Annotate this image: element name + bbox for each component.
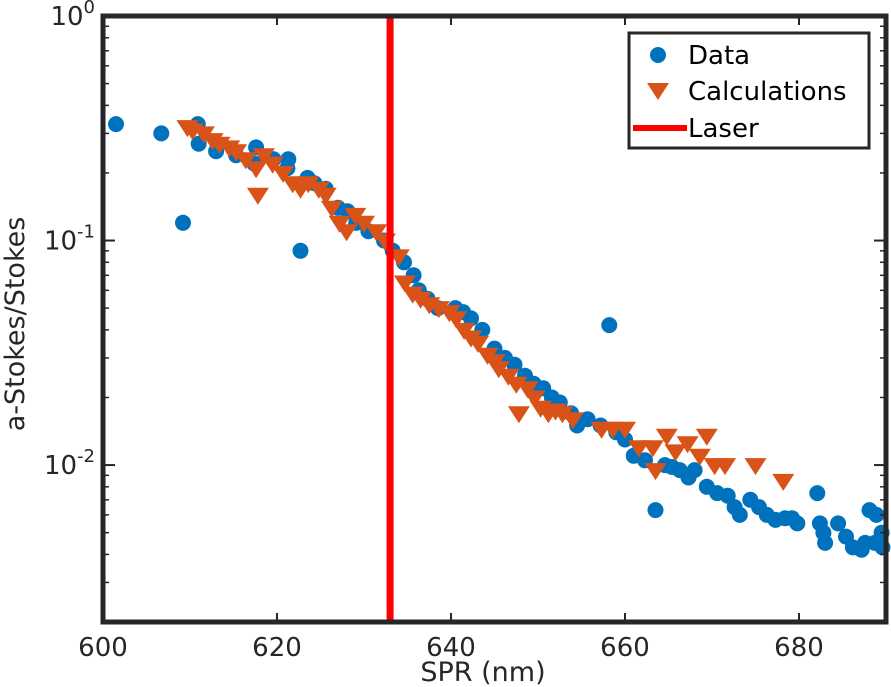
data-point <box>817 534 834 551</box>
y-axis-label: a-Stokes/Stokes <box>0 217 31 432</box>
calculation-point <box>516 381 539 399</box>
calculation-point <box>353 215 375 233</box>
y-tick-label: 10-2 <box>44 446 95 481</box>
calculations-series <box>176 120 795 491</box>
calculation-point <box>523 390 546 408</box>
y-tick-label: 10-1 <box>44 222 95 257</box>
x-axis-label: SPR (nm) <box>420 657 545 687</box>
calculation-point <box>320 200 343 218</box>
calculation-point <box>551 406 574 424</box>
calculation-point <box>245 161 268 179</box>
data-point <box>292 242 309 259</box>
calculation-point <box>772 473 795 491</box>
data-point <box>868 506 885 523</box>
data-point <box>789 515 806 532</box>
calculation-point <box>627 440 650 458</box>
data-point <box>617 431 633 448</box>
data-point <box>153 125 170 142</box>
plot-frame <box>100 13 889 625</box>
calculation-point <box>744 458 767 476</box>
x-tick-label: 600 <box>78 633 128 663</box>
legend-data-label: Data <box>688 41 750 71</box>
calculation-point <box>644 463 667 481</box>
legend-calculations-marker <box>647 83 669 100</box>
calculation-point <box>365 224 388 242</box>
data-point <box>108 116 124 133</box>
calculation-point <box>445 311 468 329</box>
calculation-point <box>467 335 489 353</box>
calculation-point <box>297 176 320 194</box>
calculation-point <box>614 421 636 439</box>
calculation-point <box>272 165 295 183</box>
data-point <box>463 310 479 327</box>
y-tick-label: 100 <box>50 0 95 32</box>
x-tick-label: 620 <box>252 633 302 663</box>
data-point <box>647 502 664 519</box>
calculation-point <box>505 376 528 394</box>
calculation-point <box>507 406 530 424</box>
calculation-point <box>261 156 284 174</box>
calculation-point <box>234 152 257 170</box>
calculation-point <box>695 428 718 446</box>
legend: Data Calculations Laser <box>627 31 871 150</box>
data-point <box>830 515 847 532</box>
y-axis-ticks: 10-2 10-1 100 <box>44 0 886 623</box>
x-tick-label: 660 <box>600 633 650 663</box>
calculation-point <box>676 436 699 454</box>
legend-data-marker <box>650 47 666 63</box>
calculation-point <box>314 187 337 205</box>
x-tick-label: 680 <box>774 633 824 663</box>
data-point <box>686 462 703 479</box>
data-point <box>809 485 826 502</box>
legend-calculations-label: Calculations <box>688 77 847 107</box>
calculation-point <box>393 275 416 293</box>
calculation-point <box>335 224 358 242</box>
legend-laser-label: Laser <box>688 114 759 144</box>
calculation-point <box>655 428 678 446</box>
calculation-point <box>688 448 711 466</box>
data-point <box>175 214 191 231</box>
calculation-point <box>246 187 269 205</box>
calculation-point <box>714 458 736 476</box>
data-series <box>108 116 891 558</box>
x-axis-ticks: 600 620 640 660 680 <box>78 16 824 663</box>
x-tick-label: 640 <box>426 633 476 663</box>
calculation-point <box>641 440 664 458</box>
data-point <box>601 317 618 334</box>
calculation-point <box>664 444 687 462</box>
data-point <box>731 506 748 523</box>
calculation-point <box>561 412 584 430</box>
